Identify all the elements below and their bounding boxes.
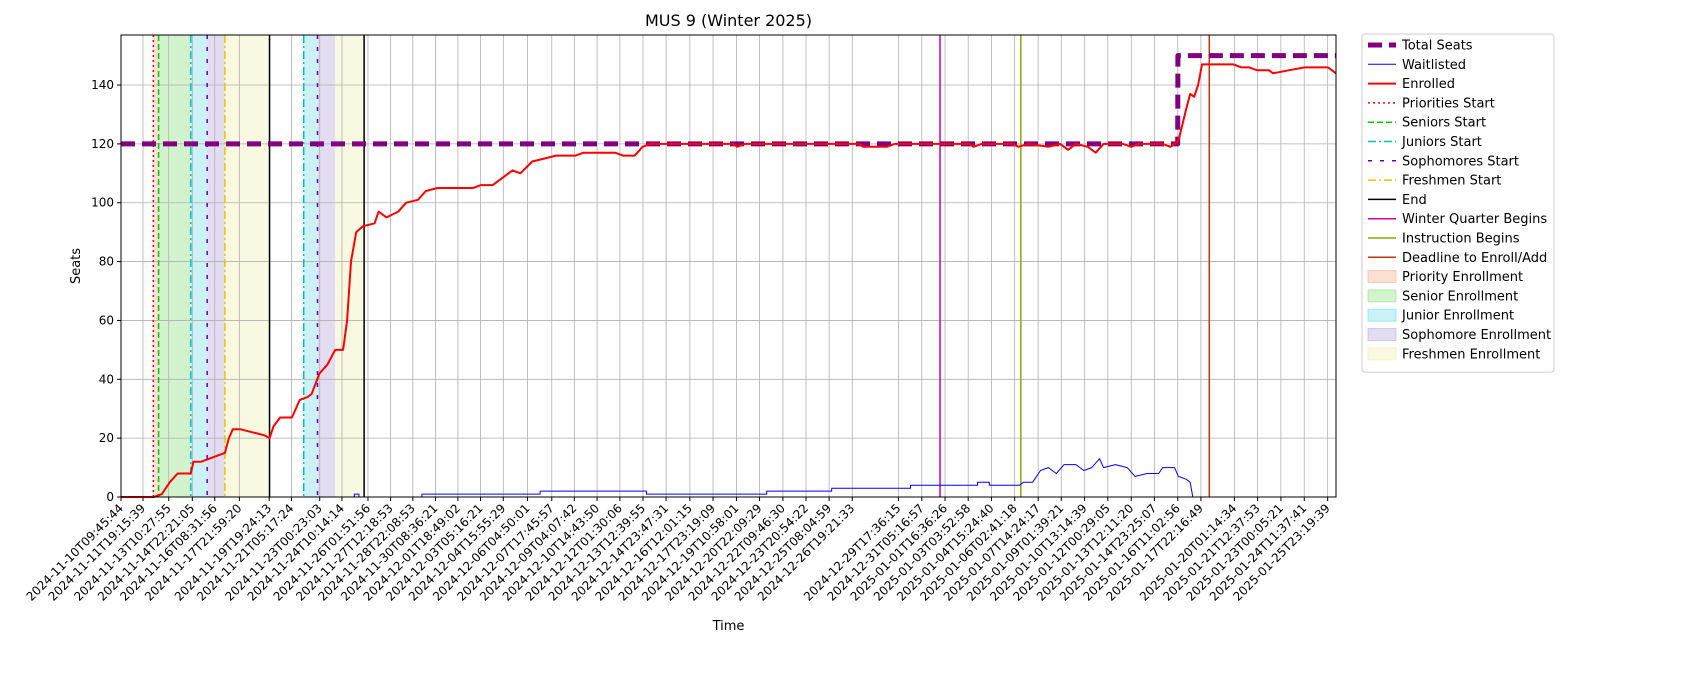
legend-label: Winter Quarter Begins — [1402, 212, 1547, 227]
chart-title: MUS 9 (Winter 2025) — [645, 11, 812, 30]
legend-label: Deadline to Enroll/Add — [1402, 251, 1547, 266]
legend-entry: Freshmen Start — [1368, 174, 1501, 189]
legend-label: Seniors Start — [1402, 116, 1486, 131]
legend-label: Sophomores Start — [1402, 154, 1519, 169]
span-freshmen-enrollment — [335, 35, 365, 497]
legend-swatch — [1367, 270, 1397, 284]
y-tick-label: 60 — [99, 313, 114, 327]
legend-entry: Winter Quarter Begins — [1368, 212, 1547, 227]
span-senior-enrollment — [158, 35, 191, 497]
legend-entry: Deadline to Enroll/Add — [1368, 251, 1547, 266]
legend-label: Senior Enrollment — [1402, 289, 1518, 304]
legend-swatch — [1367, 347, 1397, 361]
legend-swatch — [1367, 289, 1397, 303]
span-freshmen-enrollment — [224, 35, 270, 497]
legend-box — [1361, 33, 1555, 373]
series-lines — [121, 53, 1337, 498]
y-tick-label: 80 — [99, 255, 114, 269]
legend-entry: Total Seats — [1368, 39, 1473, 54]
y-tick-label: 140 — [91, 78, 114, 92]
span-junior-enrollment — [303, 35, 318, 497]
span-sophomore-enrollment — [317, 35, 336, 497]
legend-label: Freshmen Start — [1402, 174, 1501, 189]
legend-label: End — [1402, 193, 1427, 208]
series-waitlisted — [121, 458, 1336, 498]
y-axis-label: Seats — [69, 248, 84, 284]
legend-entry: Instruction Begins — [1368, 232, 1520, 247]
y-tick-label: 120 — [91, 137, 114, 151]
legend-label: Total Seats — [1401, 39, 1473, 54]
legend-entry: Juniors Start — [1368, 135, 1482, 150]
legend-label: Junior Enrollment — [1401, 309, 1514, 324]
legend: Total Seats Waitlisted Enrolled Priorities … — [1361, 33, 1555, 373]
span-junior-enrollment — [190, 35, 208, 497]
y-tick-label: 100 — [91, 196, 114, 210]
legend-entry: Junior Enrollment — [1367, 308, 1514, 324]
x-axis-label: Time — [712, 619, 745, 634]
enrollment-spans — [153, 35, 365, 497]
legend-entry: End — [1368, 193, 1427, 208]
legend-entry: Priority Enrollment — [1367, 270, 1523, 285]
y-tick-label: 20 — [99, 431, 114, 445]
legend-label: Enrolled — [1402, 77, 1455, 92]
y-tick-label: 40 — [99, 372, 114, 386]
legend-entry: Enrolled — [1368, 77, 1455, 92]
plot-frame — [120, 34, 1337, 498]
legend-label: Freshmen Enrollment — [1402, 347, 1540, 362]
legend-entry: Waitlisted — [1368, 58, 1466, 73]
series-enrolled — [121, 63, 1337, 498]
legend-label: Juniors Start — [1401, 135, 1482, 150]
span-priority-enrollment — [153, 35, 159, 497]
legend-entry: Freshmen Enrollment — [1367, 347, 1540, 362]
legend-label: Priorities Start — [1402, 96, 1495, 111]
legend-entry: Seniors Start — [1368, 116, 1486, 131]
span-sophomore-enrollment — [207, 35, 225, 497]
legend-label: Priority Enrollment — [1402, 270, 1523, 285]
legend-label: Sophomore Enrollment — [1402, 328, 1551, 343]
legend-entry: Sophomores Start — [1368, 154, 1519, 169]
y-tick-label: 0 — [106, 490, 114, 504]
legend-entry: Sophomore Enrollment — [1367, 328, 1551, 343]
legend-swatch — [1367, 308, 1397, 322]
legend-swatch — [1367, 328, 1397, 341]
legend-entry: Priorities Start — [1368, 96, 1495, 111]
legend-label: Waitlisted — [1402, 58, 1466, 73]
event-lines — [152, 35, 1211, 497]
grid — [120, 35, 1336, 498]
legend-label: Instruction Begins — [1402, 232, 1520, 247]
legend-entry: Senior Enrollment — [1367, 289, 1518, 304]
